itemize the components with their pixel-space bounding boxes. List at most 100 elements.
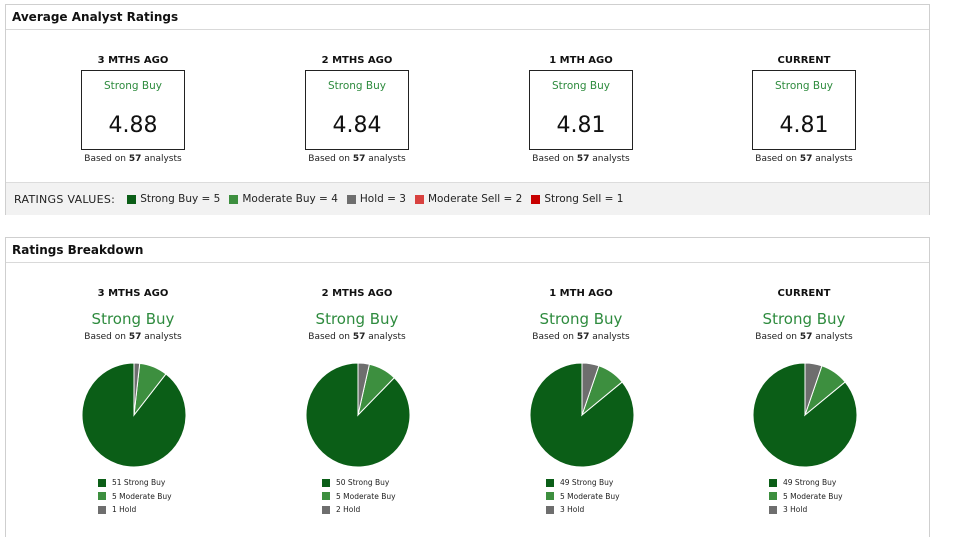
rating-box: Strong Buy 4.88 [81, 70, 185, 150]
period-heading: 1 MTH AGO [549, 288, 613, 299]
analyst-count: 57 [799, 154, 813, 164]
avg-period-2-months-ago: 2 MTHS AGO Strong Buy 4.84 Based on 57 a… [257, 55, 457, 175]
rating-value-hold: Hold = 3 [346, 193, 406, 205]
consensus-rating: Strong Buy [91, 310, 175, 328]
analyst-count: 57 [352, 332, 366, 342]
rating-value: 4.84 [332, 113, 382, 138]
period-heading: 3 MTHS AGO [97, 288, 169, 299]
moderate-buy-swatch [769, 492, 777, 501]
analyst-count: 57 [576, 154, 590, 164]
legend-moderate-buy: 5 Moderate Buy [322, 490, 396, 504]
analyst-count: 57 [799, 332, 813, 342]
rating-value-strong-sell: Strong Sell = 1 [531, 193, 623, 205]
pie-slice-hold [133, 362, 141, 416]
ratings-values-title: RATINGS VALUES: [14, 192, 116, 206]
pie-slice-strong-buy [529, 362, 635, 468]
legend-hold: 3 Hold [769, 503, 843, 517]
rating-label: Strong Buy [103, 80, 163, 92]
avg-period-1-month-ago: 1 MTH AGO Strong Buy 4.81 Based on 57 an… [481, 55, 681, 175]
pie-slice-hold [581, 362, 600, 416]
pie-slice-strong-buy [81, 362, 187, 468]
legend-hold: 3 Hold [546, 503, 620, 517]
avg-period-current: CURRENT Strong Buy 4.81 Based on 57 anal… [704, 55, 904, 175]
rating-value-strong-buy: Strong Buy = 5 [127, 193, 220, 205]
analyst-count: 57 [352, 154, 366, 164]
hold-swatch [322, 505, 330, 514]
ratings-breakdown-panel: Ratings Breakdown 3 MTHS AGO Strong Buy … [5, 237, 930, 537]
moderate-buy-swatch [98, 492, 106, 501]
strong-buy-swatch [546, 478, 554, 487]
moderate-buy-swatch [322, 492, 330, 501]
hold-swatch [769, 505, 777, 514]
based-on-text: Based on 57 analysts [532, 332, 630, 342]
legend-strong-buy: 51 Strong Buy [98, 476, 172, 490]
period-heading: 3 MTHS AGO [97, 55, 169, 66]
ratings-pie-chart [752, 362, 858, 468]
based-on-text: Based on 57 analysts [308, 332, 406, 342]
ratings-values-legend: RATINGS VALUES: Strong Buy = 5 Moderate … [6, 182, 929, 215]
hold-swatch [346, 194, 356, 204]
rating-box: Strong Buy 4.84 [305, 70, 409, 150]
rating-value-moderate-buy: Moderate Buy = 4 [229, 193, 338, 205]
consensus-rating: Strong Buy [762, 310, 846, 328]
strong-buy-swatch [98, 478, 106, 487]
legend-strong-buy: 50 Strong Buy [322, 476, 396, 490]
rating-value: 4.81 [556, 113, 606, 138]
rating-value-moderate-sell: Moderate Sell = 2 [414, 193, 522, 205]
legend-hold: 1 Hold [98, 503, 172, 517]
pie-legend: 50 Strong Buy 5 Moderate Buy 2 Hold [322, 476, 396, 517]
ratings-pie-chart [529, 362, 635, 468]
period-heading: 1 MTH AGO [549, 55, 613, 66]
rating-label: Strong Buy [327, 80, 387, 92]
pie-slice-hold [357, 362, 370, 416]
pie-legend: 49 Strong Buy 5 Moderate Buy 3 Hold [769, 476, 843, 517]
legend-moderate-buy: 5 Moderate Buy [98, 490, 172, 504]
pie-slice-strong-buy [305, 362, 411, 468]
legend-hold: 2 Hold [322, 503, 396, 517]
breakdown-period-1-month-ago: 1 MTH AGO Strong Buy Based on 57 analyst… [481, 288, 681, 528]
strong-sell-swatch [531, 194, 541, 204]
breakdown-period-current: CURRENT Strong Buy Based on 57 analysts … [704, 288, 904, 528]
moderate-buy-swatch [546, 492, 554, 501]
rating-value: 4.81 [779, 113, 829, 138]
rating-box: Strong Buy 4.81 [529, 70, 633, 150]
hold-swatch [546, 505, 554, 514]
period-heading: CURRENT [777, 55, 831, 66]
rating-value: 4.88 [108, 113, 158, 138]
analyst-count: 57 [128, 154, 142, 164]
average-analyst-ratings-panel: Average Analyst Ratings 3 MTHS AGO Stron… [5, 4, 930, 215]
pie-legend: 49 Strong Buy 5 Moderate Buy 3 Hold [546, 476, 620, 517]
rating-box: Strong Buy 4.81 [752, 70, 856, 150]
strong-buy-swatch [769, 478, 777, 487]
based-on-text: Based on 57 analysts [755, 154, 853, 164]
ratings-pie-chart [305, 362, 411, 468]
ratings-pie-chart [81, 362, 187, 468]
moderate-buy-swatch [229, 194, 239, 204]
hold-swatch [98, 505, 106, 514]
rating-label: Strong Buy [774, 80, 834, 92]
based-on-text: Based on 57 analysts [308, 154, 406, 164]
breakdown-period-2-months-ago: 2 MTHS AGO Strong Buy Based on 57 analys… [257, 288, 457, 528]
strong-buy-swatch [322, 478, 330, 487]
rating-label: Strong Buy [551, 80, 611, 92]
analyst-count: 57 [576, 332, 590, 342]
legend-strong-buy: 49 Strong Buy [769, 476, 843, 490]
based-on-text: Based on 57 analysts [532, 154, 630, 164]
strong-buy-swatch [127, 194, 137, 204]
breakdown-period-3-months-ago: 3 MTHS AGO Strong Buy Based on 57 analys… [33, 288, 233, 528]
moderate-sell-swatch [414, 194, 424, 204]
pie-slice-strong-buy [752, 362, 858, 468]
consensus-rating: Strong Buy [315, 310, 399, 328]
legend-strong-buy: 49 Strong Buy [546, 476, 620, 490]
period-heading: 2 MTHS AGO [321, 288, 393, 299]
based-on-text: Based on 57 analysts [84, 332, 182, 342]
period-heading: 2 MTHS AGO [321, 55, 393, 66]
pie-slice-hold [804, 362, 823, 416]
period-heading: CURRENT [777, 288, 831, 299]
avg-period-3-months-ago: 3 MTHS AGO Strong Buy 4.88 Based on 57 a… [33, 55, 233, 175]
based-on-text: Based on 57 analysts [755, 332, 853, 342]
average-ratings-title: Average Analyst Ratings [6, 5, 929, 30]
legend-moderate-buy: 5 Moderate Buy [546, 490, 620, 504]
pie-legend: 51 Strong Buy 5 Moderate Buy 1 Hold [98, 476, 172, 517]
based-on-text: Based on 57 analysts [84, 154, 182, 164]
